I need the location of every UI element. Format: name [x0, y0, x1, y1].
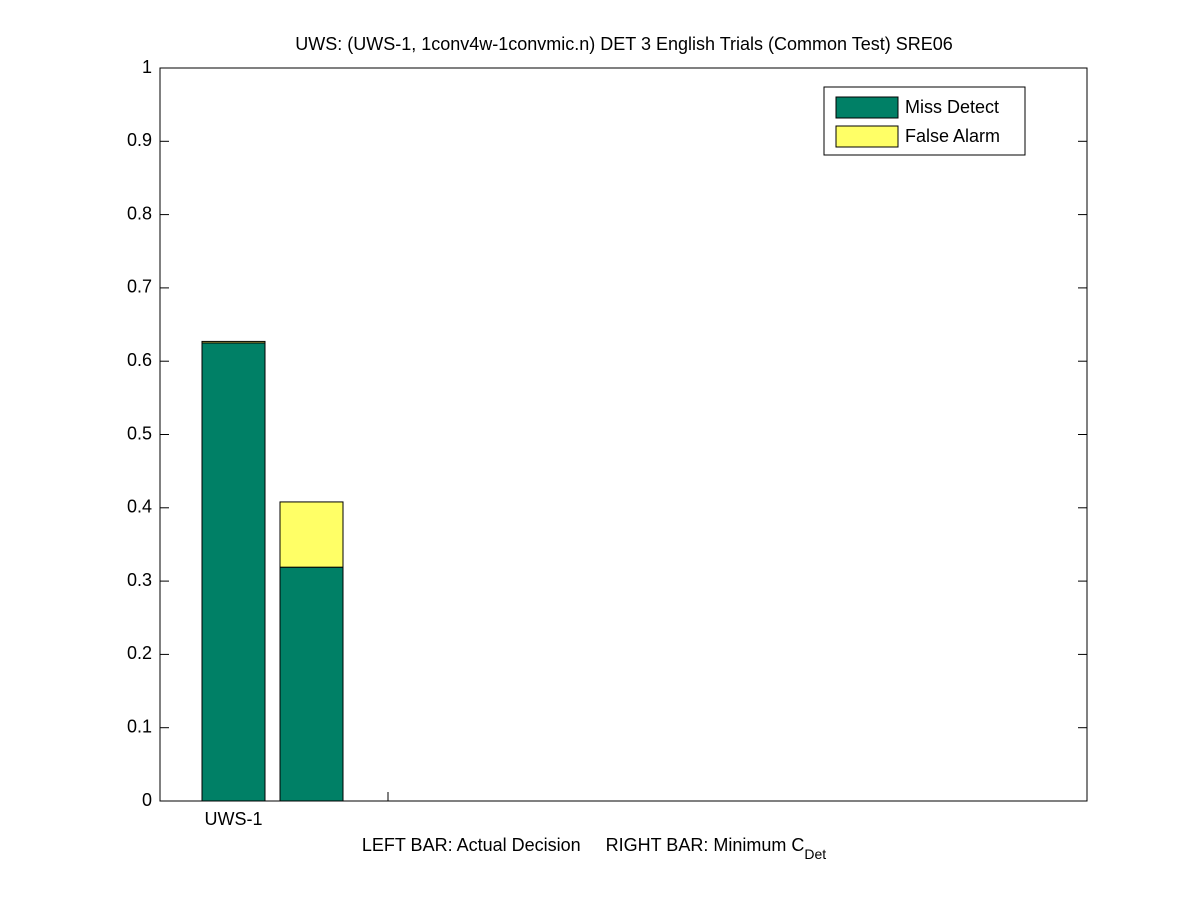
legend-label: Miss Detect: [905, 97, 999, 117]
y-tick-label: 0.3: [127, 570, 152, 590]
y-tick-label: 0.5: [127, 423, 152, 443]
x-axis-label: LEFT BAR: Actual Decision RIGHT BAR: Min…: [362, 835, 826, 862]
y-tick-label: 0.2: [127, 643, 152, 663]
x-axis-label-main: LEFT BAR: Actual Decision RIGHT BAR: Min…: [362, 835, 804, 855]
legend-swatch: [835, 96, 899, 119]
y-tick-label: 0.4: [127, 497, 152, 517]
y-tick-label: 0: [142, 790, 152, 810]
bar-segment: [279, 501, 344, 568]
x-axis-label-subscript: Det: [804, 846, 826, 862]
y-tick-label: 0.9: [127, 130, 152, 150]
x-tick-label: UWS-1: [205, 809, 263, 829]
chart-title: UWS: (UWS-1, 1conv4w-1convmic.n) DET 3 E…: [295, 34, 953, 54]
y-tick-label: 0.8: [127, 203, 152, 223]
bar-segment: [279, 566, 344, 802]
y-tick-label: 0.1: [127, 716, 152, 736]
bar-segment: [201, 340, 266, 344]
y-tick-label: 0.7: [127, 277, 152, 297]
bar-segment: [201, 342, 266, 802]
legend-swatch: [835, 125, 899, 148]
legend-label: False Alarm: [905, 126, 1000, 146]
y-tick-label: 0.6: [127, 350, 152, 370]
y-tick-label: 1: [142, 57, 152, 77]
